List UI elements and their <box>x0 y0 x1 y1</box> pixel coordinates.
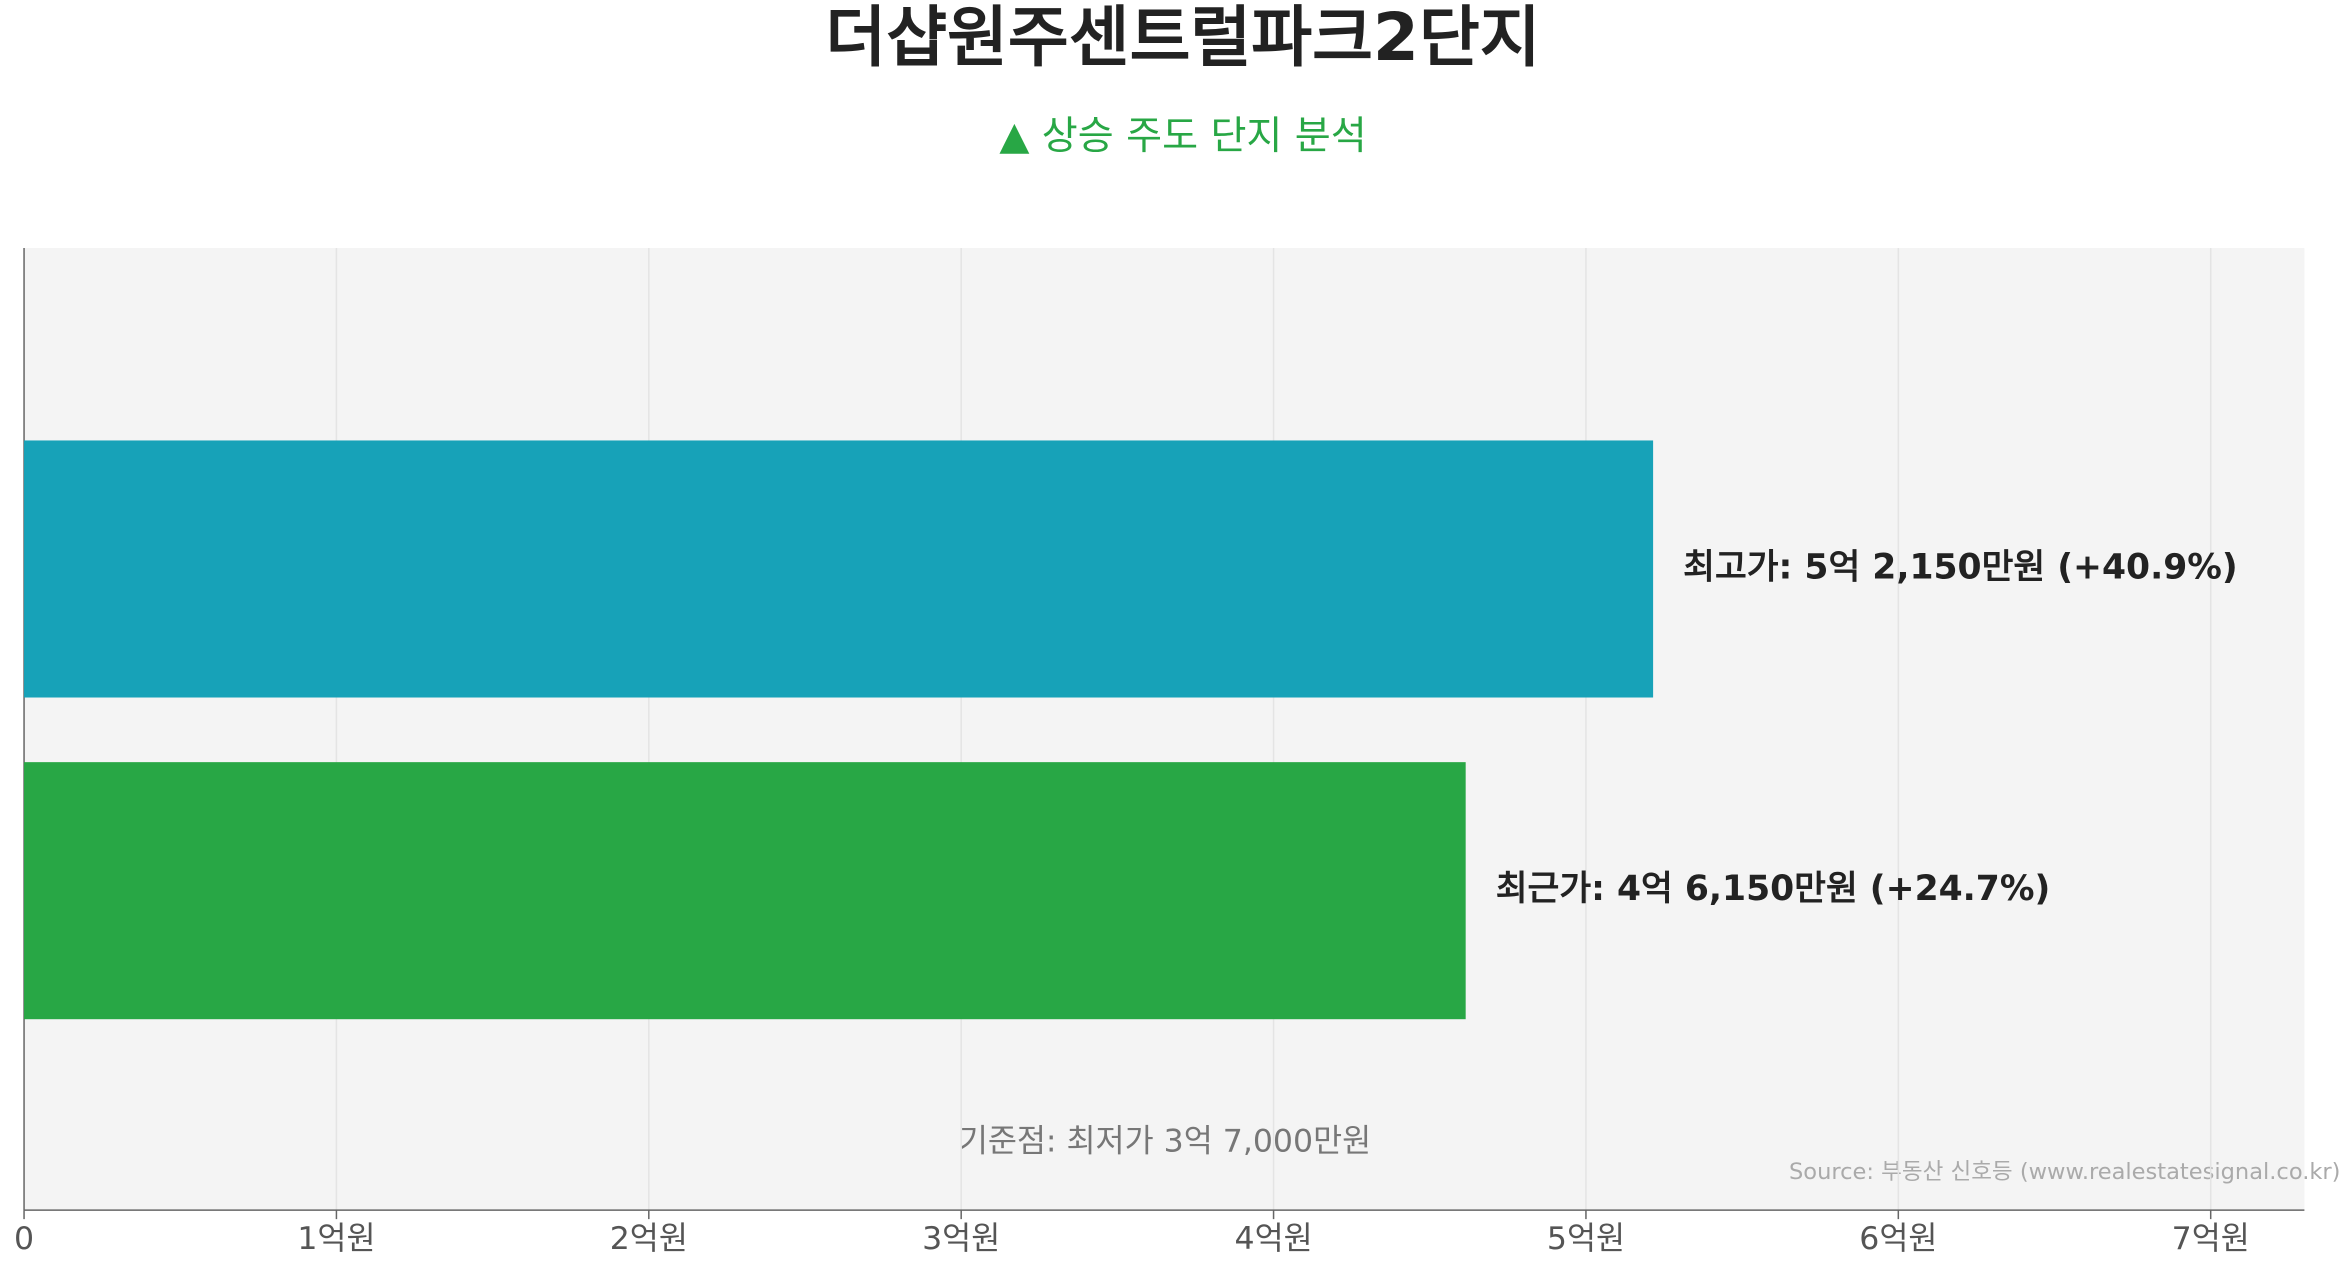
x-tick-label: 7억원 <box>2172 1221 2250 1257</box>
x-tick-label: 5억원 <box>1547 1221 1625 1257</box>
source: Source: 부동산 신호등 (www.realestatesignal.co… <box>1789 1159 2341 1185</box>
x-tick-label: 3억원 <box>922 1221 1000 1257</box>
annotation: 기준점: 최저가 3억 7,000만원 <box>959 1123 1371 1159</box>
bar <box>24 762 1466 1020</box>
value-label: 최근가: 4억 6,150만원 (+24.7%) <box>1496 869 2051 909</box>
x-tick-label: 1억원 <box>297 1221 375 1257</box>
x-tick-label: 6억원 <box>1859 1221 1937 1257</box>
bar <box>24 440 1654 698</box>
chart-title: 더샵원주센트럴파크2단지 <box>825 0 1540 76</box>
x-tick-label: 0 <box>14 1221 34 1257</box>
chart-subtitle: ▲ 상승 주도 단지 분석 <box>999 114 1366 159</box>
x-tick-label: 2억원 <box>610 1221 688 1257</box>
value-label: 최고가: 5억 2,150만원 (+40.9%) <box>1683 547 2238 587</box>
x-tick-label: 4억원 <box>1235 1221 1313 1257</box>
plot-area <box>24 248 2305 1211</box>
